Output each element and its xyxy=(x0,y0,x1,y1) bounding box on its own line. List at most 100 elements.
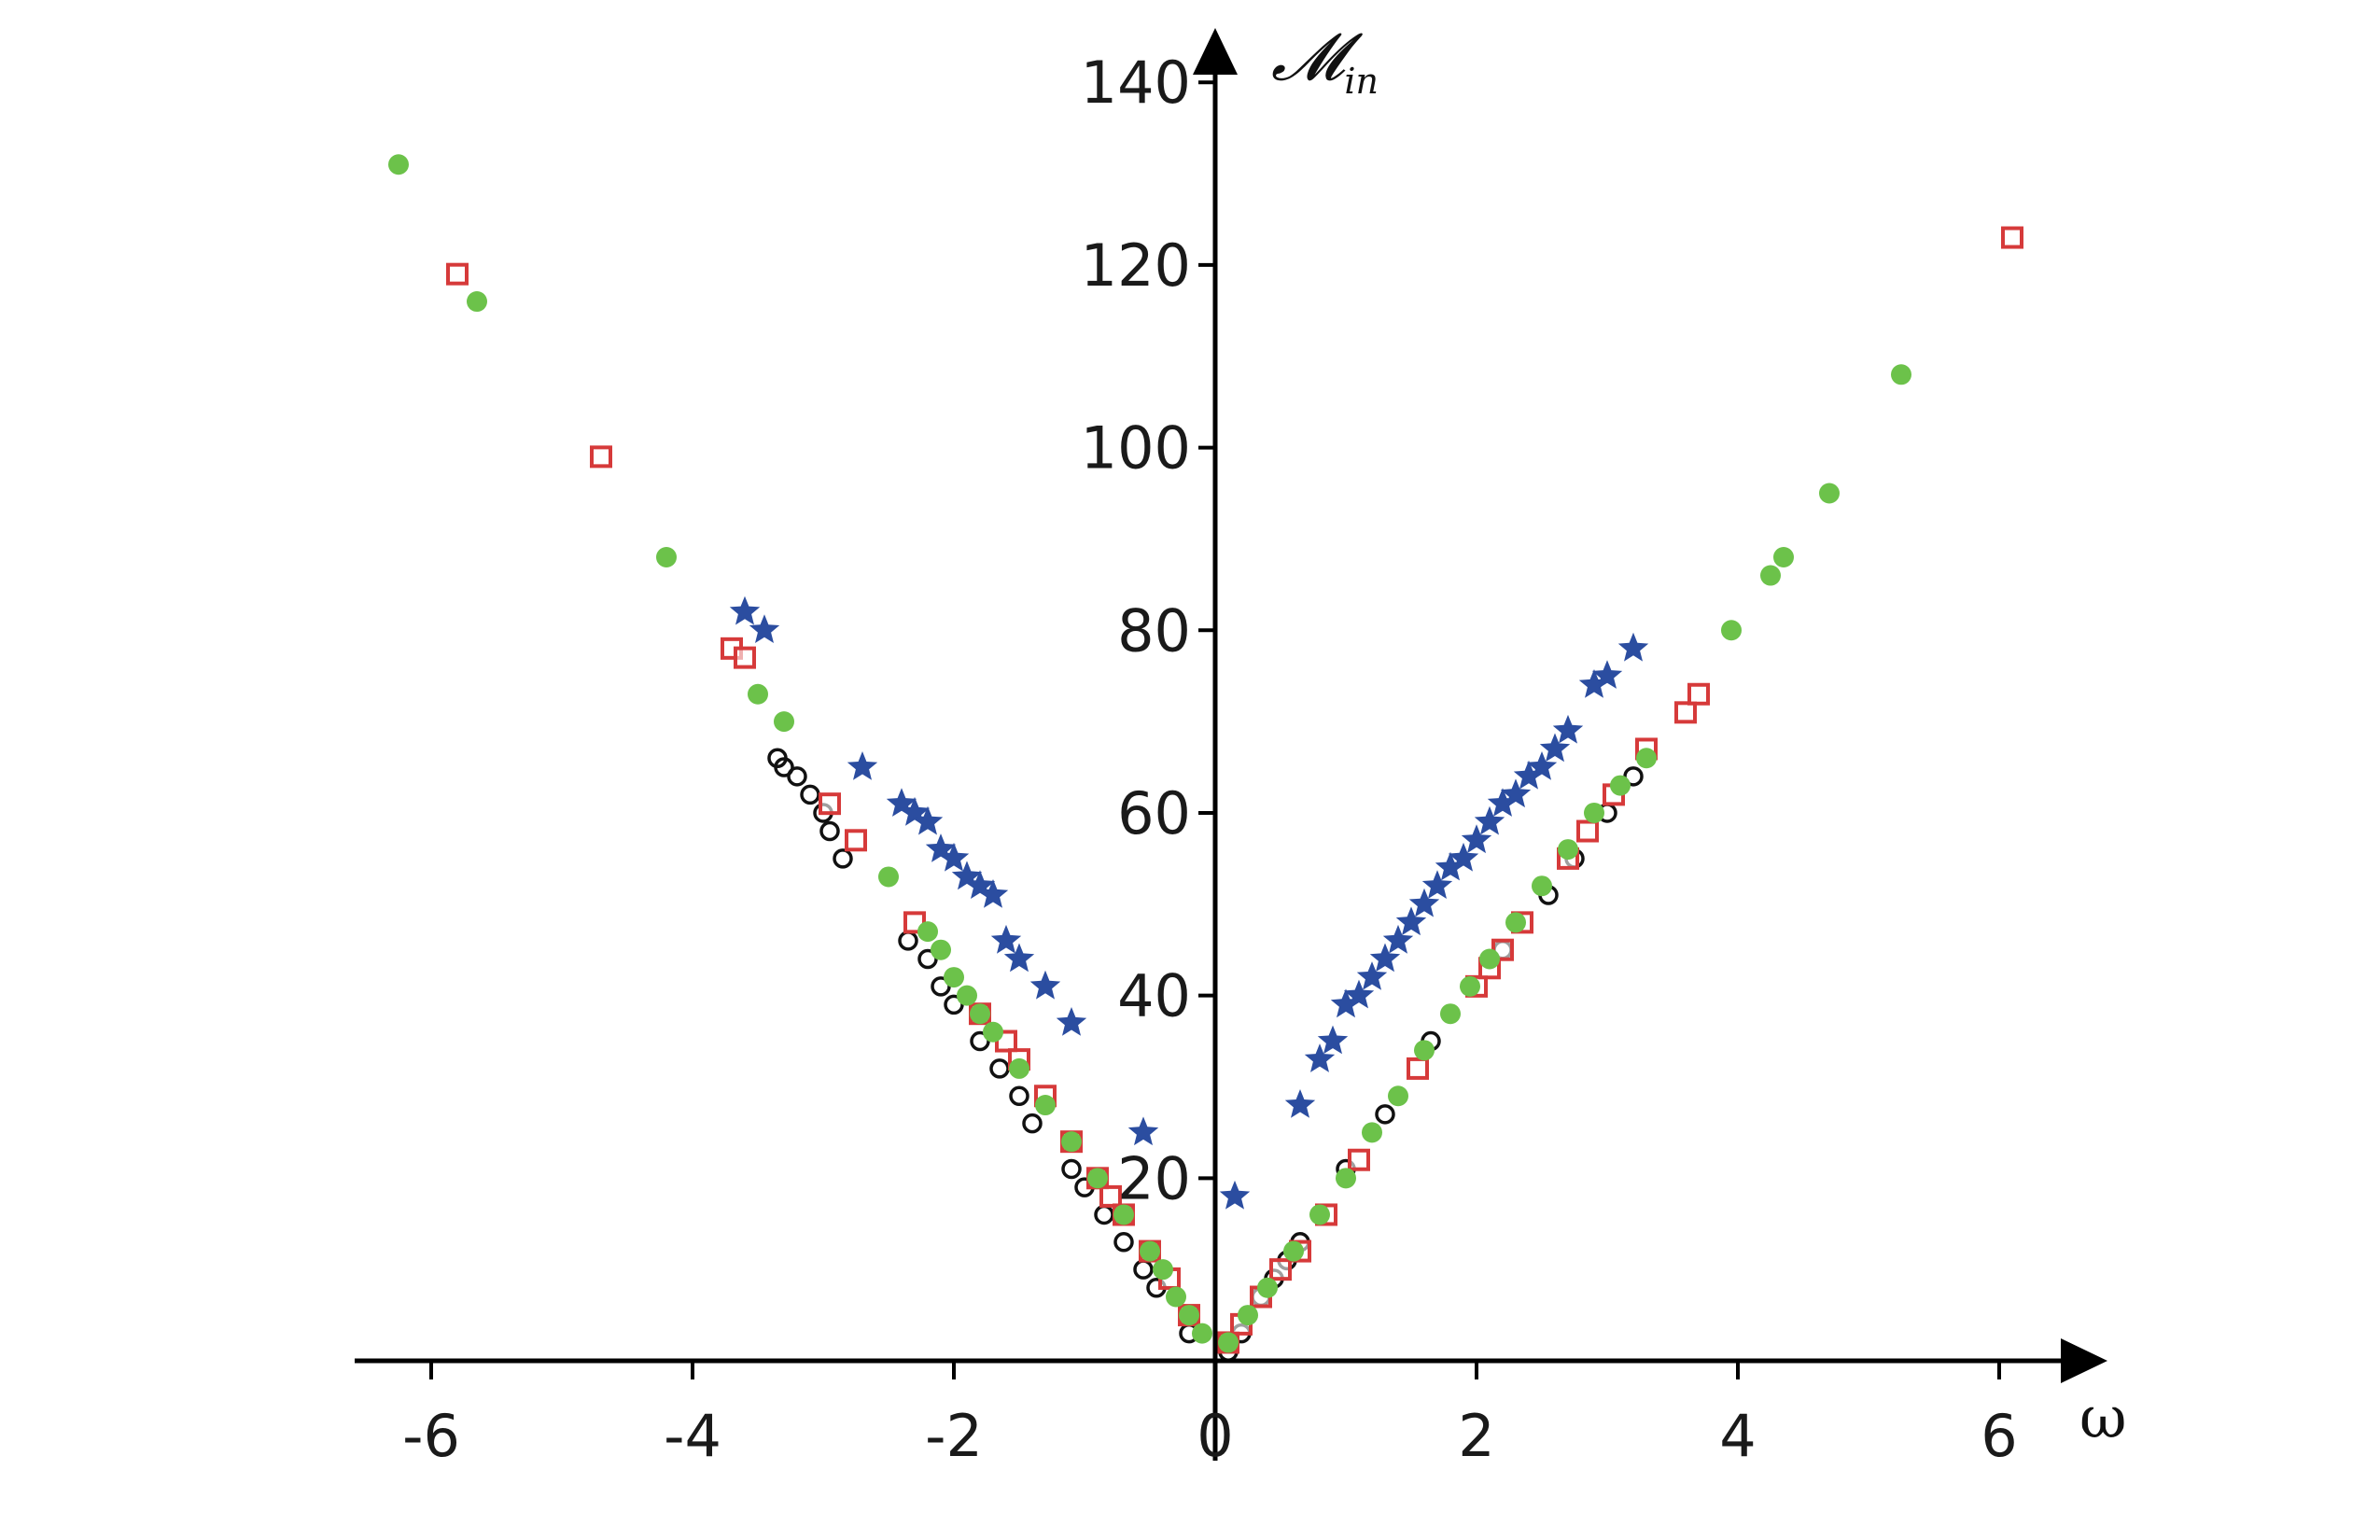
data-point-star xyxy=(886,788,917,817)
data-point-filled-circle xyxy=(878,866,899,888)
data-point-star xyxy=(1219,1180,1251,1210)
data-point-open-square xyxy=(590,445,612,469)
data-point-star xyxy=(1461,824,1492,854)
data-point-star xyxy=(1317,1025,1349,1055)
data-point-open-square xyxy=(1269,1258,1292,1281)
x-tick-label: -4 xyxy=(664,1402,721,1470)
y-axis-arrow-icon xyxy=(1193,28,1238,75)
data-point-star xyxy=(899,796,931,826)
data-point-filled-circle xyxy=(388,154,409,175)
data-point-filled-circle xyxy=(944,967,964,988)
data-point-open-square xyxy=(1407,1057,1429,1080)
data-point-star xyxy=(1487,788,1519,817)
data-point-star xyxy=(1408,888,1440,917)
y-tick-label: 100 xyxy=(1081,414,1191,483)
data-point-star xyxy=(1304,1043,1336,1072)
data-point-filled-circle xyxy=(1636,748,1657,769)
x-axis: ω xyxy=(355,1338,2127,1451)
data-point-star xyxy=(1284,1089,1316,1118)
data-point-open-square xyxy=(845,829,867,852)
data-point-star xyxy=(990,924,1022,954)
data-point-filled-circle xyxy=(1153,1259,1173,1281)
series-star xyxy=(729,595,1649,1210)
y-tick-label: 140 xyxy=(1081,49,1191,117)
y-axis-label: 𝓜in xyxy=(1271,19,1379,102)
data-point-filled-circle xyxy=(748,683,768,705)
data-point-filled-circle xyxy=(1179,1305,1199,1326)
data-point-star xyxy=(964,870,996,899)
data-point-filled-circle xyxy=(1257,1277,1278,1298)
data-point-filled-circle xyxy=(1388,1085,1408,1107)
data-point-filled-circle xyxy=(1283,1240,1304,1262)
data-point-filled-circle xyxy=(1218,1332,1239,1353)
data-point-filled-circle xyxy=(1891,364,1911,385)
data-point-open-square xyxy=(1576,819,1599,843)
data-point-filled-circle xyxy=(774,711,794,733)
x-tick-label: -6 xyxy=(402,1402,460,1470)
y-tick-label: 120 xyxy=(1081,231,1191,300)
data-point-star xyxy=(925,833,957,862)
data-point-open-circle xyxy=(1094,1204,1114,1225)
data-point-open-circle xyxy=(787,766,807,787)
x-tick-label: 0 xyxy=(1197,1402,1233,1470)
data-point-filled-circle xyxy=(1414,1040,1435,1061)
data-point-star xyxy=(1356,961,1388,990)
y-axis: 𝓜in xyxy=(1193,19,1379,1461)
data-point-filled-circle xyxy=(1140,1240,1160,1262)
data-point-open-circle xyxy=(1133,1259,1154,1280)
data-point-open-square xyxy=(734,646,756,669)
data-point-star xyxy=(951,861,983,890)
x-tick-label: 6 xyxy=(1981,1402,2017,1470)
data-point-star xyxy=(1003,943,1035,973)
data-point-open-circle xyxy=(898,931,918,951)
x-axis-arrow-icon xyxy=(2061,1338,2107,1383)
y-tick-label: 80 xyxy=(1117,596,1191,665)
data-point-filled-circle xyxy=(1336,1168,1356,1189)
data-point-open-circle xyxy=(800,784,820,805)
data-point-star xyxy=(1029,970,1061,1000)
y-ticks: 20 40 60 80 100 120 140 xyxy=(1081,49,1215,1212)
series-circle-filled xyxy=(388,154,1911,1353)
data-point-star xyxy=(1382,924,1414,954)
data-point-filled-circle xyxy=(1238,1305,1258,1326)
data-point-star xyxy=(749,614,780,643)
data-point-filled-circle xyxy=(970,1003,990,1025)
y-tick-label: 20 xyxy=(1117,1144,1191,1212)
data-point-open-circle xyxy=(774,757,794,777)
chart-marks xyxy=(388,154,2023,1362)
data-point-star xyxy=(1448,842,1479,872)
data-point-filled-circle xyxy=(1773,546,1794,567)
data-point-star xyxy=(1127,1116,1159,1146)
data-point-filled-circle xyxy=(917,921,938,943)
data-point-star xyxy=(1056,1007,1087,1036)
data-point-filled-circle xyxy=(1479,948,1500,970)
data-point-filled-circle xyxy=(1113,1204,1134,1225)
data-point-star xyxy=(1474,805,1505,835)
y-tick-label: 60 xyxy=(1117,779,1191,847)
data-point-star xyxy=(1578,669,1610,698)
data-point-filled-circle xyxy=(1009,1057,1029,1079)
data-point-filled-circle xyxy=(1721,620,1742,641)
data-point-star xyxy=(1421,870,1453,899)
data-point-filled-circle xyxy=(931,939,951,960)
data-point-open-circle xyxy=(1375,1104,1395,1125)
data-point-open-circle xyxy=(1061,1158,1082,1180)
data-point-star xyxy=(1552,714,1584,744)
data-point-filled-circle xyxy=(467,291,487,313)
y-axis-label-subscript: in xyxy=(1344,61,1379,102)
data-point-open-square xyxy=(1674,701,1697,724)
data-point-open-circle xyxy=(989,1058,1010,1079)
data-point-filled-circle xyxy=(1166,1286,1186,1308)
data-point-filled-circle xyxy=(1440,1003,1461,1025)
data-point-star xyxy=(938,842,970,872)
data-point-open-square xyxy=(2001,226,2023,249)
data-point-star xyxy=(847,751,878,780)
data-point-star xyxy=(1617,632,1649,662)
data-point-filled-circle xyxy=(957,985,977,1006)
x-tick-label: 2 xyxy=(1458,1402,1494,1470)
data-point-star xyxy=(1526,751,1558,780)
data-point-filled-circle xyxy=(1087,1168,1108,1189)
data-point-open-circle xyxy=(833,848,853,869)
data-point-star xyxy=(1395,906,1427,936)
series-circle-open xyxy=(767,748,1644,1362)
